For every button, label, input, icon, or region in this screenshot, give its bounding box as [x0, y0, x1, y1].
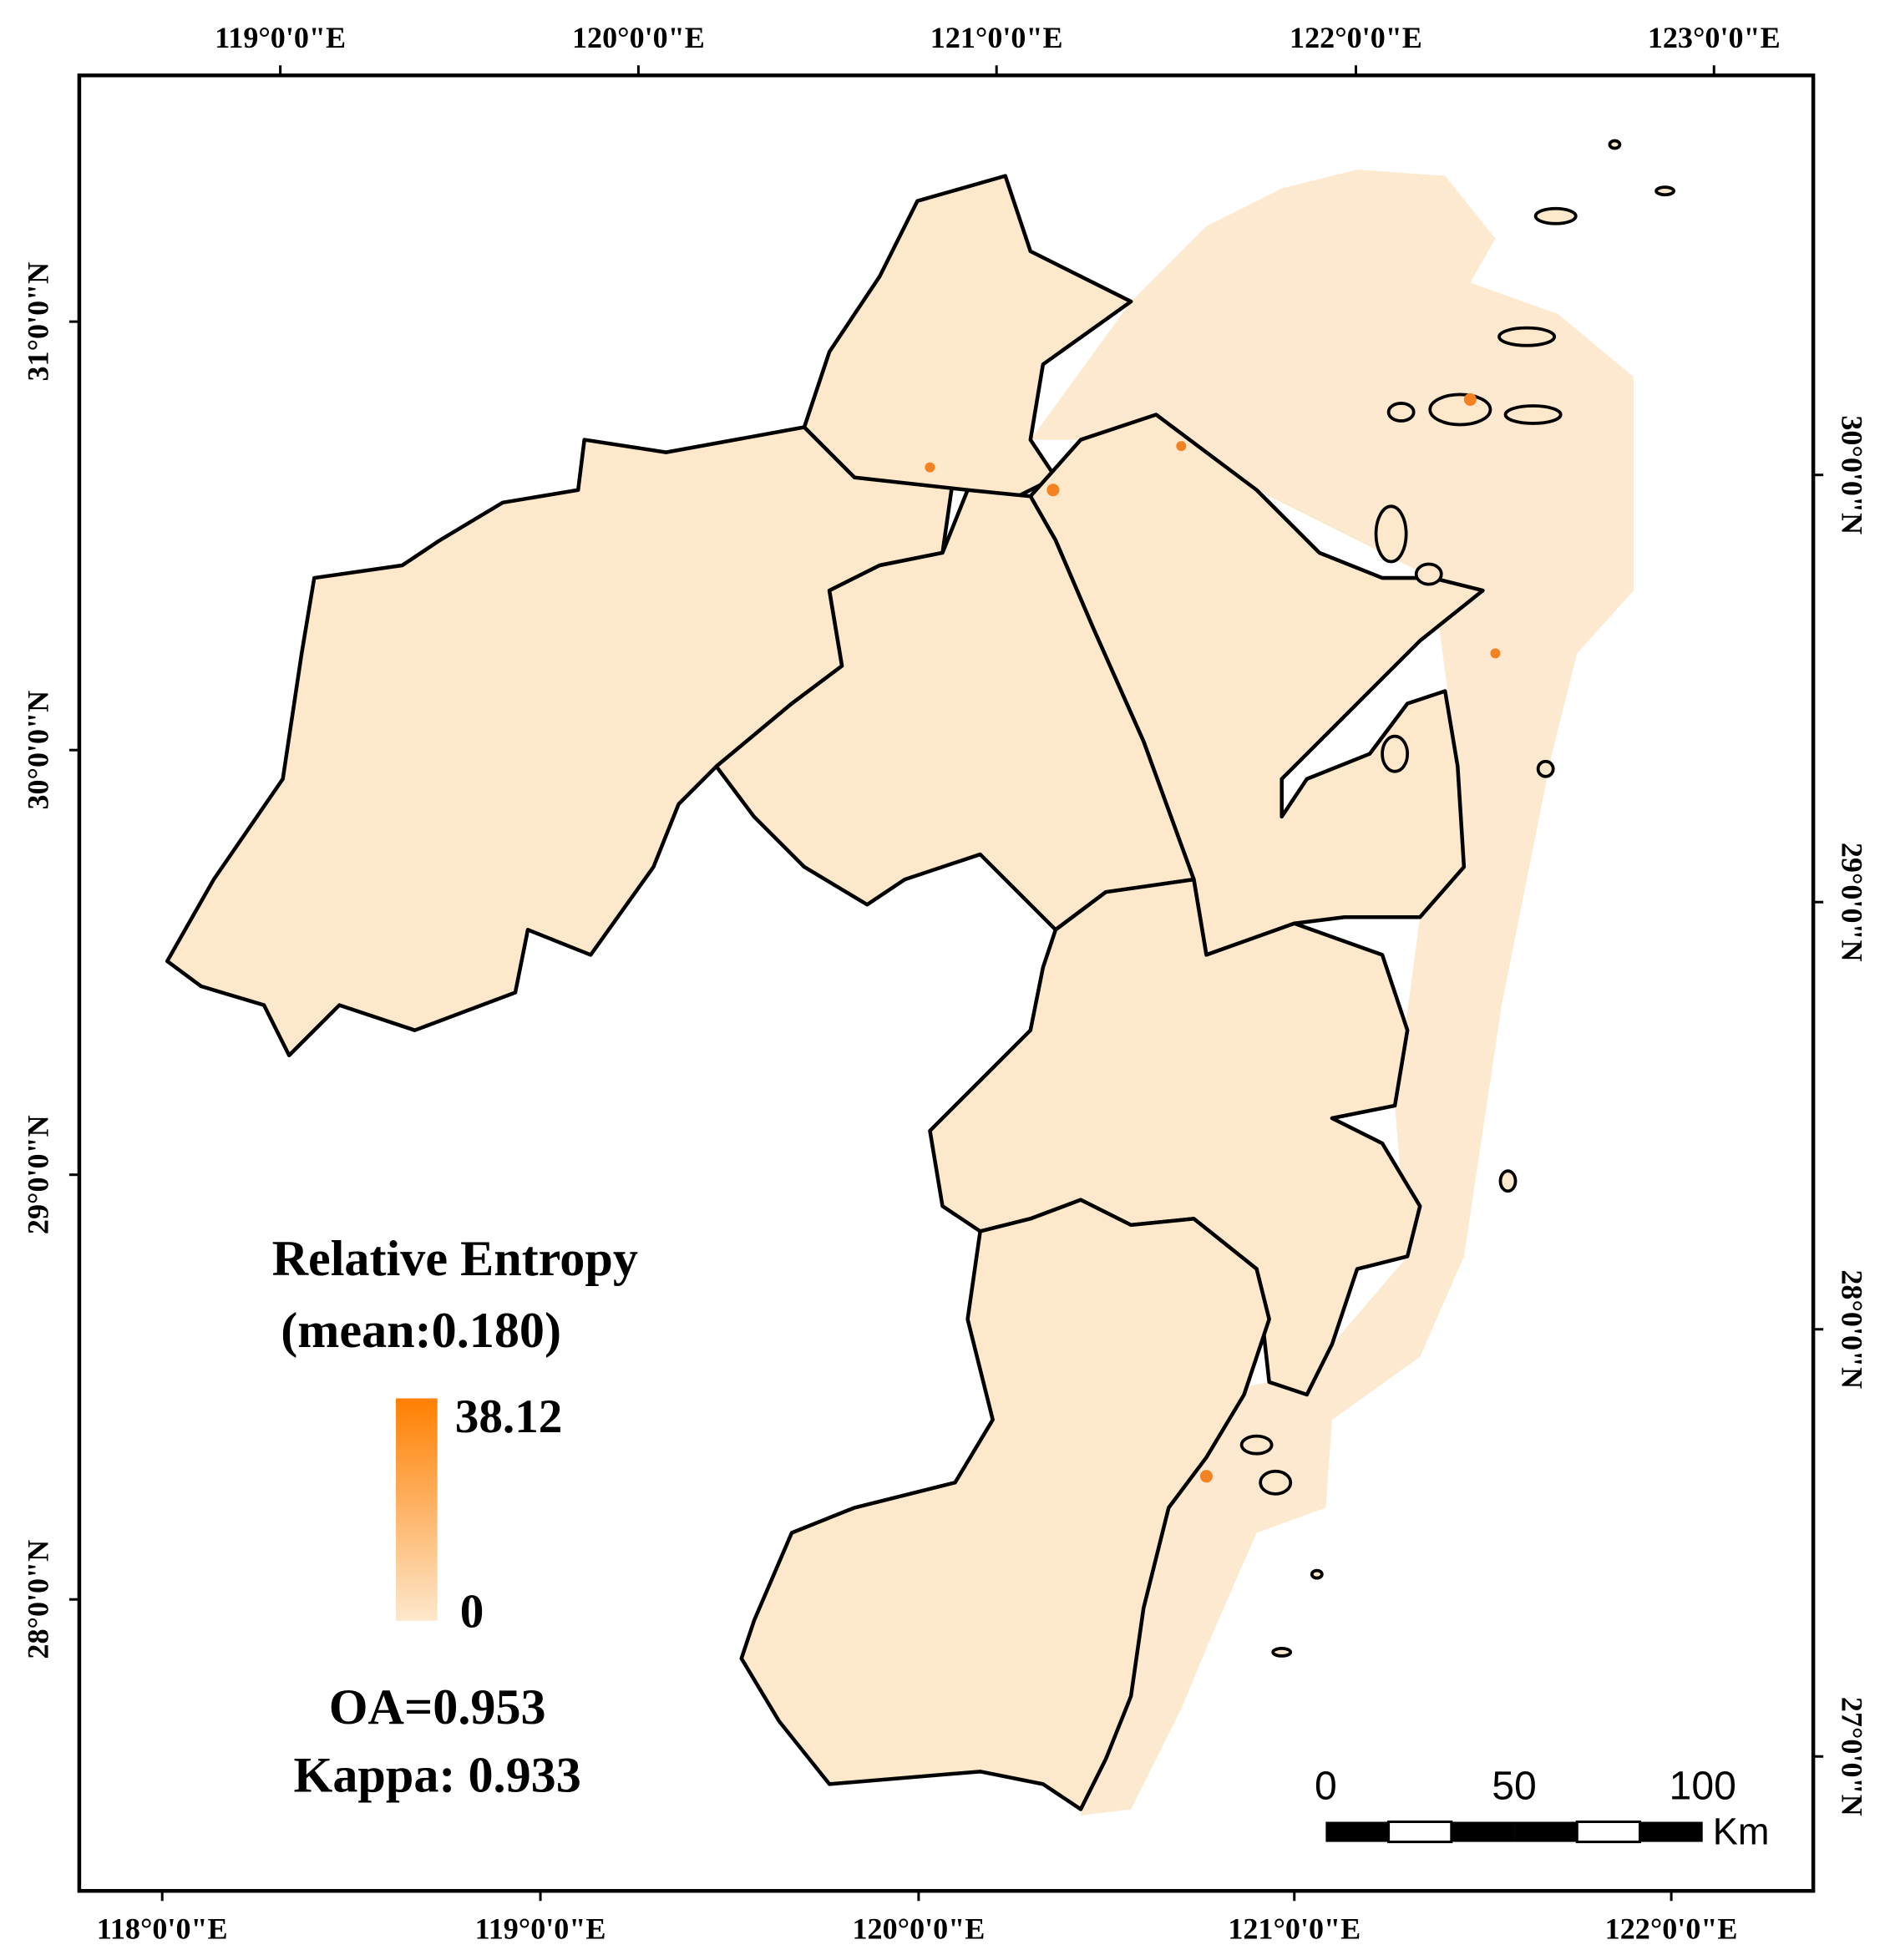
left-tick-label: 30°0'0"N: [21, 691, 54, 810]
legend-min: 0: [460, 1585, 484, 1638]
bottom-tick-label: 121°0'0"E: [1228, 1912, 1361, 1945]
island: [1536, 759, 1555, 778]
island: [1386, 402, 1416, 423]
top-tick-label: 119°0'0"E: [215, 21, 346, 54]
right-tick-label: 29°0'0"N: [1836, 843, 1869, 962]
legend-gradient: [396, 1398, 438, 1621]
island: [1498, 1169, 1518, 1193]
spot: [925, 462, 935, 473]
island: [1654, 185, 1675, 197]
island: [1259, 1469, 1293, 1496]
right-tick-label: 27°0'0"N: [1836, 1697, 1869, 1816]
regions: [165, 174, 1485, 1811]
scale-segment: [1325, 1821, 1389, 1842]
scale-segment: [1514, 1821, 1578, 1842]
bottom-tick-label: 122°0'0"E: [1605, 1912, 1738, 1945]
island: [1503, 404, 1563, 425]
legend-max: 38.12: [455, 1390, 563, 1443]
scale-segment: [1575, 1821, 1641, 1844]
left-tick-label: 28°0'0"N: [21, 1540, 54, 1659]
island: [1381, 734, 1410, 773]
islands: [1239, 139, 1675, 1658]
scale-segment: [1639, 1821, 1703, 1842]
scale-segment: [1387, 1821, 1453, 1844]
bottom-tick-label: 119°0'0"E: [475, 1912, 606, 1945]
scale-segment: [1451, 1821, 1515, 1842]
bottom-tick-label: 120°0'0"E: [853, 1912, 986, 1945]
ticks: 119°0'0"E 120°0'0"E 121°0'0"E 122°0'0"E 123°…: [21, 21, 1868, 1945]
left-tick-label: 31°0'0"N: [21, 262, 54, 382]
island: [1239, 1434, 1274, 1456]
region-south: [739, 1198, 1271, 1811]
scale-label: 100: [1670, 1763, 1736, 1808]
region-east: [928, 877, 1422, 1397]
legend-subtitle: (mean:0.180): [281, 1303, 561, 1359]
left-tick-label: 29°0'0"N: [21, 1115, 54, 1234]
scale-unit: Km: [1713, 1811, 1770, 1853]
island: [1310, 1568, 1324, 1580]
high-entropy-spots: [925, 393, 1501, 1483]
scale-label: 0: [1315, 1763, 1337, 1808]
coastal-raster: [1030, 170, 1634, 1816]
top-tick-label: 122°0'0"E: [1290, 21, 1422, 54]
bottom-tick-label: 118°0'0"E: [97, 1912, 228, 1945]
top-tick-label: 121°0'0"E: [930, 21, 1063, 54]
top-tick-label: 123°0'0"E: [1648, 21, 1781, 54]
island: [1533, 206, 1578, 225]
spot: [1176, 441, 1187, 452]
island: [1414, 562, 1443, 586]
top-tick-label: 120°0'0"E: [572, 21, 705, 54]
region-central: [714, 488, 1196, 932]
island: [1497, 326, 1557, 347]
right-tick-label: 30°0'0"N: [1836, 415, 1869, 534]
spot: [1046, 484, 1060, 497]
island: [1428, 393, 1492, 427]
kappa-text: Kappa: 0.933: [294, 1747, 581, 1803]
spot: [1463, 393, 1477, 406]
scale-label: 50: [1492, 1763, 1537, 1808]
island: [1271, 1647, 1293, 1658]
legend-title: Relative Entropy: [272, 1231, 638, 1287]
oa-text: OA=0.953: [329, 1679, 546, 1735]
right-tick-label: 28°0'0"N: [1836, 1269, 1869, 1389]
island: [1608, 139, 1622, 150]
island: [1374, 504, 1408, 564]
spot: [1199, 1470, 1213, 1483]
spot: [1490, 648, 1501, 659]
